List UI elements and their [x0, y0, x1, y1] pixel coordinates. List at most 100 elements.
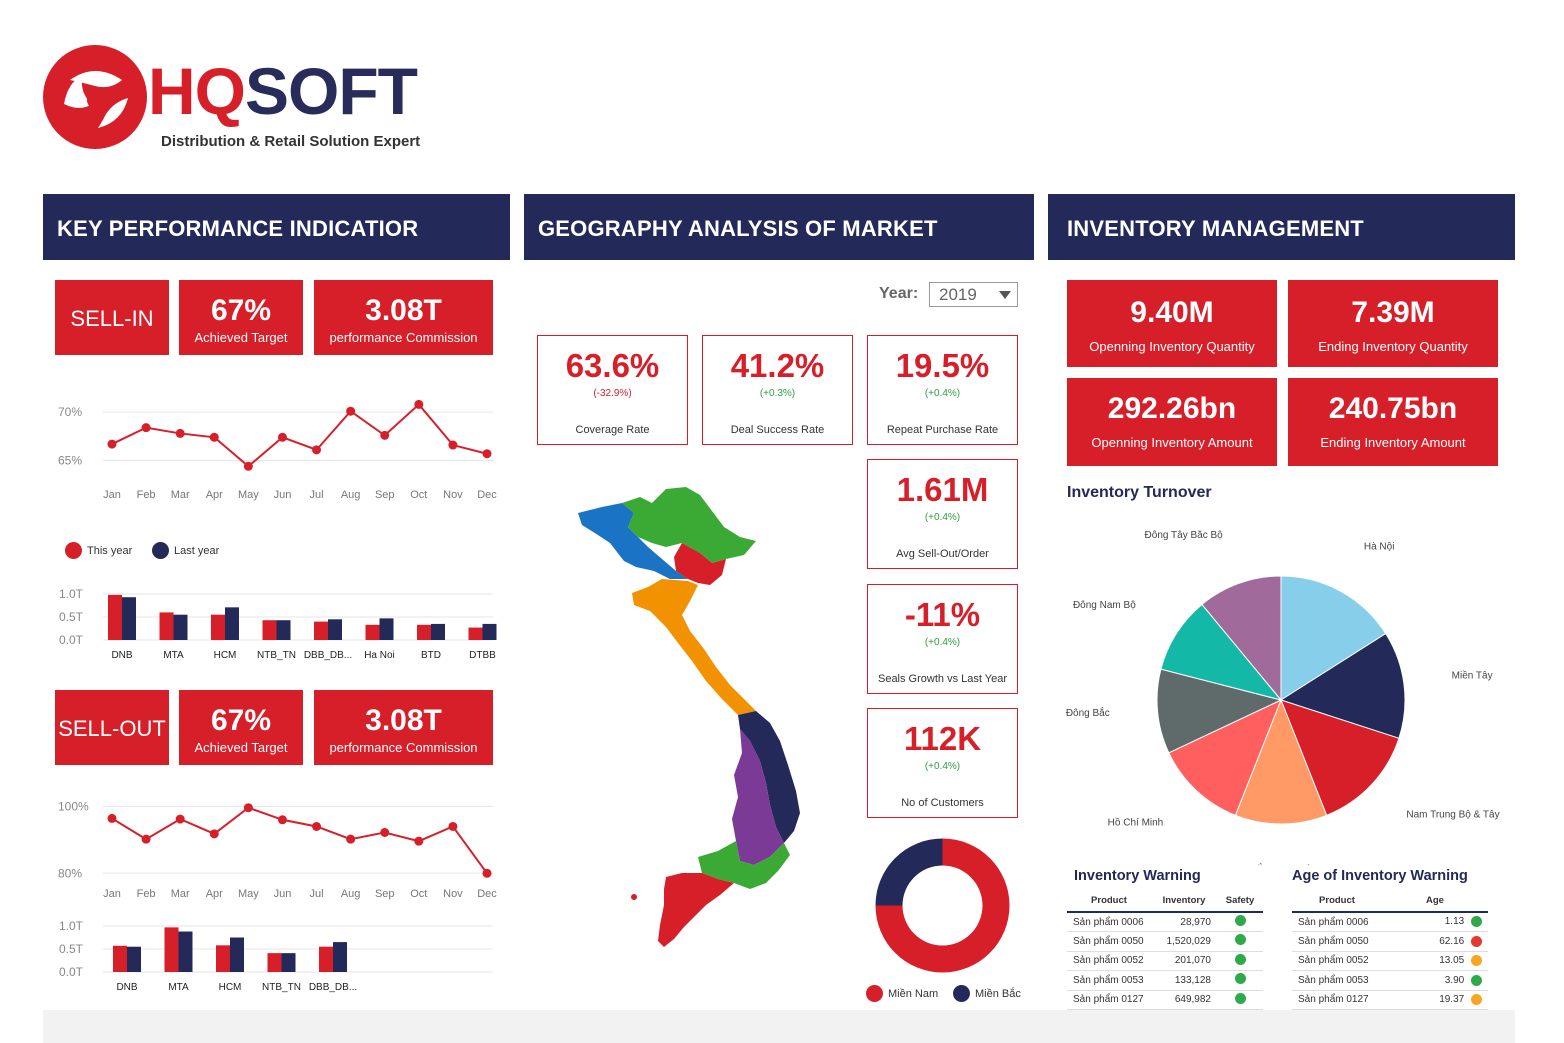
map-island-phu-quoc[interactable]	[631, 894, 637, 900]
x-tick-label: Oct	[410, 888, 427, 900]
data-point	[209, 432, 219, 442]
bar	[468, 627, 483, 640]
status-dot-icon	[1471, 974, 1482, 986]
col-safety: Safety	[1217, 890, 1263, 913]
sell-out-commission-value: 3.08T	[365, 704, 442, 737]
geo-panel-title: GEOGRAPHY ANALYSIS OF MARKET	[524, 194, 1034, 260]
table-row[interactable]: Sản phẩm 0052 13.05	[1292, 951, 1488, 971]
vietnam-map[interactable]	[570, 485, 815, 955]
bar	[127, 946, 141, 972]
bar	[314, 621, 328, 640]
map-region-north-central[interactable]	[632, 579, 756, 715]
x-tick-label: Dec	[477, 888, 497, 900]
cell-inventory: 1,520,029	[1151, 931, 1217, 952]
sell-out-line-chart: 100% 80% Jan Feb Mar Apr May Jun Jul Aug Sep Oct Nov…	[58, 799, 497, 900]
table-row[interactable]: Sản phẩm 0053 3.90	[1292, 970, 1488, 991]
table-row[interactable]: Sản phẩm 0127 649,982	[1067, 990, 1263, 1010]
y-tick-label: 65%	[58, 454, 82, 468]
repeat-purchase-value: 19.5%	[895, 347, 990, 384]
opening-amount-label: Openning Inventory Amount	[1091, 435, 1253, 450]
ending-amount-box: 240.75bn Ending Inventory Amount	[1288, 378, 1498, 466]
customers-change: (+0.4%)	[924, 761, 961, 773]
map-region-red-river-delta[interactable]	[674, 543, 726, 585]
coverage-rate-value: 63.6%	[565, 347, 660, 384]
x-tick-label: DNB	[116, 982, 137, 993]
y-tick-label: 0.5T	[59, 942, 84, 956]
data-point	[277, 432, 287, 442]
series-line	[111, 806, 488, 874]
x-tick-label: NTB_TN	[257, 650, 296, 661]
pie-slice	[1168, 699, 1282, 816]
map-region-central-highlands[interactable]	[732, 729, 784, 865]
y-tick-label: 70%	[58, 405, 82, 419]
legend-label-this-year: This year	[87, 544, 133, 557]
table-row[interactable]: Sản phẩm 0006 28,970	[1067, 912, 1263, 932]
cell-safety	[1217, 951, 1263, 971]
year-select[interactable]: 2019	[929, 282, 1018, 307]
legend-dot-north	[953, 985, 970, 1002]
sell-in-legend-last-year: Last year	[152, 542, 219, 559]
map-region-central-coast[interactable]	[738, 711, 800, 843]
coverage-rate-label: Coverage Rate	[575, 424, 650, 436]
table-row[interactable]: Sản phẩm 0053 133,128	[1067, 970, 1263, 991]
table-row[interactable]: Sản phẩm 0127 19.37	[1292, 990, 1488, 1010]
sales-growth-label: Seals Growth vs Last Year	[877, 673, 1007, 685]
pie-label: Hồ Chí Minh	[1108, 816, 1164, 828]
x-tick-label: BTD	[421, 650, 441, 661]
pie-label: Hà Nội	[1364, 541, 1395, 552]
status-dot-icon	[1471, 935, 1482, 947]
logo-tagline: Distribution & Retail Solution Expert	[161, 133, 421, 150]
sell-in-line-chart: 70% 65% Jan Feb Mar Apr May Jun Jul Aug Sep Oct Nov D…	[58, 399, 497, 501]
legend-label-south: Miền Nam	[888, 987, 939, 1000]
sell-out-label: SELL-OUT	[55, 690, 169, 765]
table-row[interactable]: Sản phẩm 0050 1,520,029	[1067, 931, 1263, 952]
data-point	[346, 406, 356, 416]
bar	[262, 620, 277, 640]
x-tick-label: May	[238, 888, 259, 900]
data-point	[312, 445, 322, 455]
map-region-southeast[interactable]	[698, 841, 790, 889]
cell-age: 19.37	[1382, 990, 1488, 1010]
pie-label: Đông Nam Bộ	[1073, 600, 1136, 611]
x-tick-label: Jun	[274, 489, 292, 501]
cell-safety	[1217, 990, 1263, 1010]
cell-safety	[1217, 912, 1263, 932]
sell-in-label: SELL-IN	[55, 280, 169, 355]
bar	[178, 931, 193, 972]
x-tick-label: Sep	[375, 888, 395, 900]
pie-label: Đông Tây Bắc Bộ	[1145, 530, 1224, 541]
legend-dot-south	[866, 985, 883, 1002]
donut-legend-south: Miền Nam	[866, 985, 938, 1002]
pie-label: Đông Bắc	[1066, 706, 1110, 719]
table-row[interactable]: Sản phẩm 0052 201,070	[1067, 951, 1263, 971]
map-region-northwest[interactable]	[578, 503, 688, 579]
cell-inventory: 201,070	[1151, 951, 1217, 971]
x-tick-label: Apr	[206, 888, 223, 900]
y-tick-label: 0.0T	[59, 965, 84, 979]
map-region-northeast[interactable]	[622, 487, 756, 563]
map-region-mekong-delta[interactable]	[658, 873, 734, 947]
cell-product: Sản phẩm 0052	[1067, 951, 1151, 971]
x-tick-label: Feb	[137, 489, 156, 501]
donut-slice	[875, 838, 943, 906]
bar	[417, 624, 431, 640]
cell-product: Sản phẩm 0052	[1292, 951, 1382, 971]
inventory-turnover-pie: Hà Nội Miền Tây Nam Trung Bộ & Tây Bắc Trun…	[1066, 530, 1500, 865]
sell-out-commission-box: 3.08T performance Commission	[314, 690, 493, 765]
bar	[216, 945, 230, 972]
status-dot-icon	[1471, 994, 1482, 1006]
x-tick-label: Nov	[443, 489, 463, 501]
repeat-purchase-card: 19.5% (+0.4%) Repeat Purchase Rate	[867, 335, 1018, 445]
bar	[276, 620, 291, 640]
cell-inventory: 649,982	[1151, 990, 1217, 1010]
age-warning-rows: Sản phẩm 0006 1.13 Sản phẩm 0050 62.16 Sản…	[1292, 912, 1488, 1010]
data-point	[414, 836, 424, 846]
y-tick-label: 80%	[58, 866, 82, 880]
table-row[interactable]: Sản phẩm 0050 62.16	[1292, 931, 1488, 952]
x-tick-label: DBB_DB...	[304, 650, 352, 661]
x-tick-label: Mar	[171, 489, 190, 501]
deal-success-card: 41.2% (+0.3%) Deal Success Rate	[702, 335, 853, 445]
table-row[interactable]: Sản phẩm 0006 1.13	[1292, 912, 1488, 932]
data-point	[175, 428, 185, 438]
bar	[108, 594, 122, 640]
